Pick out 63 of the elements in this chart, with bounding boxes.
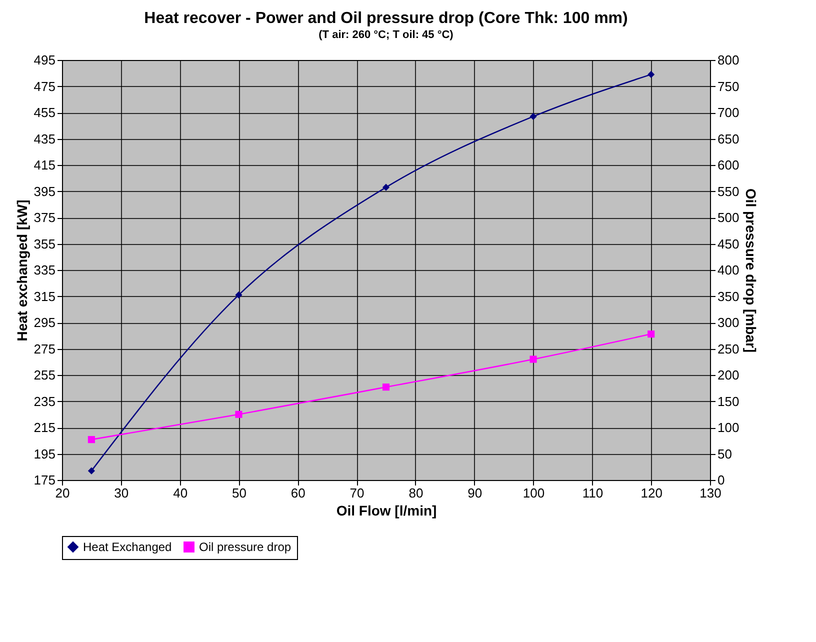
y2-tick-label: 650 [718, 131, 740, 146]
x-tick-label: 80 [408, 486, 424, 500]
y2-tick-label: 250 [718, 341, 740, 356]
y2-tick-label: 0 [718, 472, 725, 488]
y2-tick-label: 800 [718, 52, 740, 68]
y2-tick-label: 500 [718, 210, 740, 225]
y2-tick-label: 600 [718, 158, 740, 172]
y2-tick-label: 50 [718, 446, 732, 462]
x-tick-label: 40 [173, 486, 188, 500]
y-tick-label: 395 [34, 184, 56, 199]
point [648, 330, 655, 338]
y2-tick-label: 400 [718, 262, 740, 278]
point [88, 436, 95, 444]
x-tick-label: 70 [350, 486, 364, 500]
legend-label: Heat Exchanged [83, 540, 172, 554]
legend-label: Oil pressure drop [199, 540, 292, 554]
y-tick-label: 375 [34, 210, 56, 225]
y-axis-title: Heat exchanged [kW] [14, 200, 30, 342]
y-tick-label: 415 [34, 158, 56, 172]
y2-tick-label: 450 [718, 236, 740, 252]
x-tick-label: 30 [114, 486, 129, 500]
y2-tick-label: 350 [718, 288, 740, 304]
x-tick-label: 110 [582, 486, 604, 500]
y2-axis-title: Oil pressure drop [mbar] [743, 188, 760, 353]
x-axis-title: Oil Flow [l/min] [336, 502, 437, 518]
y-tick-label: 215 [34, 420, 56, 435]
point [530, 356, 537, 363]
chart-title: Heat recover - Power and Oil pressure drop (Core Thk: 100 mm) [144, 10, 628, 27]
x-tick-label: 100 [522, 486, 545, 500]
x-tick-label: 60 [290, 486, 306, 500]
y2-tick-label: 150 [718, 394, 740, 409]
y-tick-label: 455 [34, 105, 56, 120]
point [235, 410, 242, 418]
y-tick-label: 315 [34, 288, 56, 304]
y-tick-label: 475 [34, 78, 56, 94]
chart-subtitle: (T air: 260 °C; T oil: 45 °C) [318, 29, 454, 41]
y-tick-label: 435 [34, 131, 56, 146]
y2-tick-label: 200 [718, 368, 740, 382]
y-tick-label: 495 [34, 52, 56, 68]
point [235, 291, 242, 298]
point [648, 70, 655, 78]
y-tick-label: 275 [34, 341, 56, 356]
y-tick-label: 175 [34, 472, 56, 488]
point [88, 467, 95, 474]
y2-tick-label: 100 [718, 420, 740, 435]
x-tick-label: 90 [468, 486, 482, 500]
y2-tick-label: 700 [718, 105, 740, 120]
y2-tick-label: 750 [718, 78, 740, 94]
y2-tick-label: 300 [718, 315, 740, 330]
x-tick-label: 120 [640, 486, 662, 500]
point [530, 112, 537, 120]
x-tick-label: 130 [700, 486, 722, 500]
x-tick-label: 50 [232, 486, 246, 500]
x-tick-label: 20 [55, 486, 70, 500]
point [382, 384, 390, 391]
y-tick-label: 255 [34, 368, 56, 382]
point [382, 184, 390, 191]
y-tick-label: 295 [34, 315, 56, 330]
y-tick-label: 335 [34, 262, 56, 278]
y-tick-label: 195 [34, 446, 56, 462]
y-tick-label: 235 [34, 394, 56, 409]
y-tick-label: 355 [34, 236, 56, 252]
y2-tick-label: 550 [718, 184, 740, 199]
